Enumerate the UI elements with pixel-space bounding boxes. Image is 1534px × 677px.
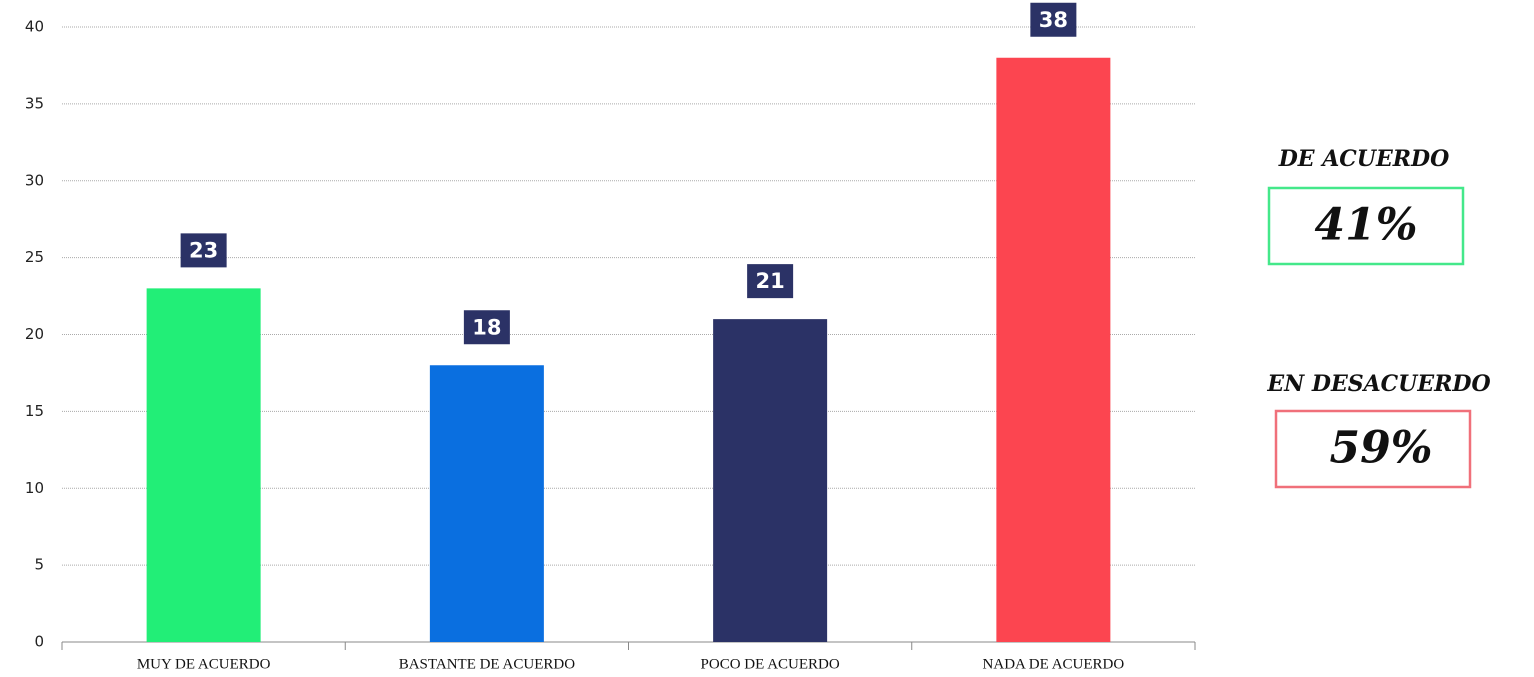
x-tick-label: POCO DE ACUERDO <box>701 656 840 672</box>
y-tick-label: 10 <box>25 479 44 497</box>
value-label-box <box>747 264 794 299</box>
bar <box>713 319 828 642</box>
value-label: 18 <box>472 315 501 339</box>
annotation-value: 41% <box>1314 200 1417 251</box>
value-label-box <box>1030 2 1077 37</box>
value-label-box <box>180 233 227 268</box>
y-tick-label: 0 <box>34 633 44 651</box>
bar <box>429 365 544 642</box>
y-tick-label: 5 <box>34 556 44 574</box>
y-tick-label: 25 <box>25 248 44 266</box>
y-tick-label: 30 <box>25 171 44 189</box>
value-label-box <box>463 310 510 345</box>
y-tick-label: 15 <box>25 402 44 420</box>
bar <box>996 57 1111 642</box>
bar <box>146 288 261 642</box>
x-tick-label: NADA DE ACUERDO <box>983 656 1125 672</box>
x-tick-label: MUY DE ACUERDO <box>137 656 271 672</box>
x-tick-label: BASTANTE DE ACUERDO <box>399 656 575 672</box>
value-label: 38 <box>1039 8 1068 32</box>
value-label: 21 <box>756 269 785 293</box>
y-tick-label: 20 <box>25 325 44 343</box>
y-tick-label: 40 <box>25 18 44 36</box>
annotation-label: DE ACUERDO <box>1278 146 1450 172</box>
annotation-value: 59% <box>1329 423 1432 474</box>
annotation-box <box>1267 186 1465 266</box>
value-label: 23 <box>189 238 218 262</box>
annotation-label: EN DESACUERDO <box>1266 371 1490 397</box>
annotation-box <box>1274 409 1472 489</box>
y-tick-label: 35 <box>25 94 44 112</box>
